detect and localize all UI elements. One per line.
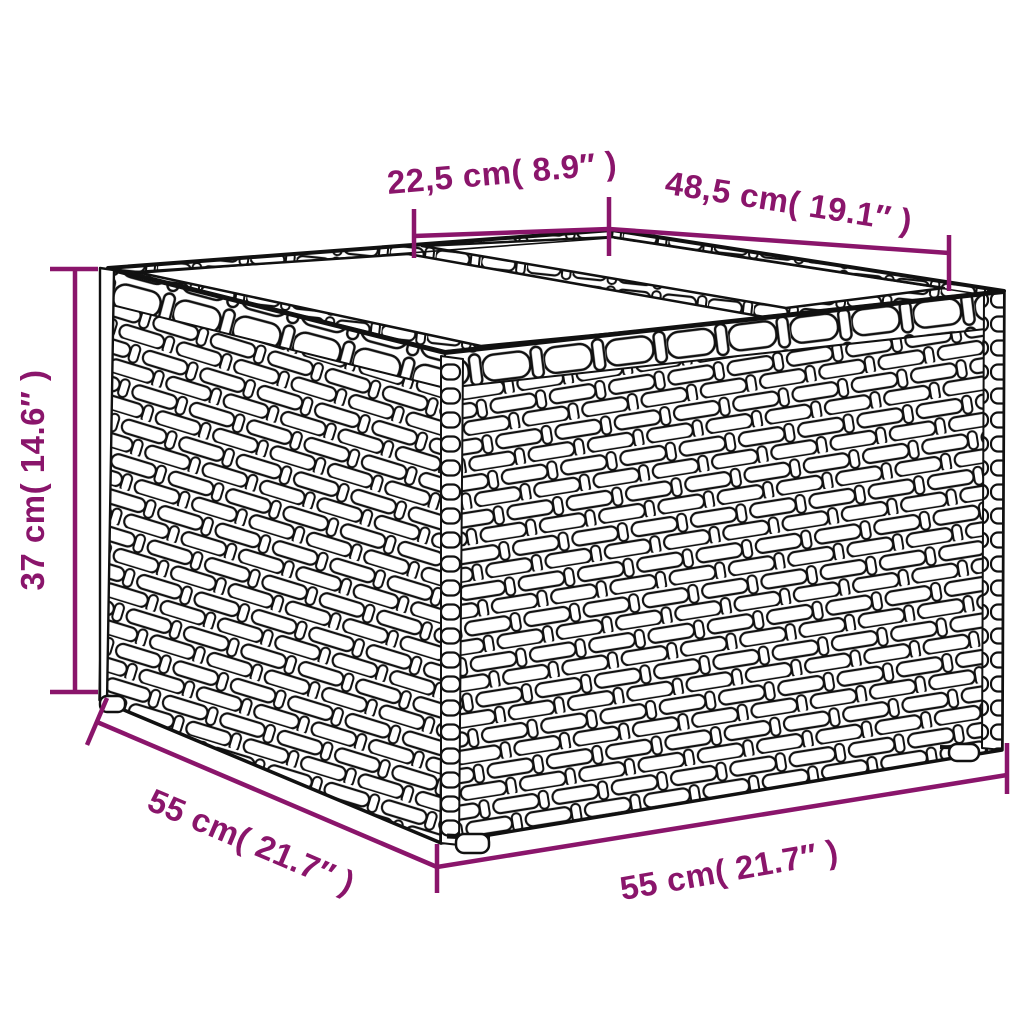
glass-top-width-label: 48,5 cm( 19.1″ )	[663, 164, 915, 240]
dimension-annotations	[50, 197, 1010, 893]
depth-left-tick	[84, 697, 110, 746]
back-left-rim-edge	[113, 237, 611, 276]
front-foot	[454, 832, 491, 855]
front-corner-post	[440, 355, 464, 846]
depth-dimension-line	[96, 719, 438, 870]
height-label: 37 cm( 14.6″ )	[14, 370, 51, 591]
glass-top-width-dimension	[608, 226, 952, 291]
width-label: 55 cm( 21.7″ )	[617, 832, 841, 907]
height-dimension	[50, 266, 98, 695]
width-dimension	[436, 743, 1010, 870]
right-foot	[947, 742, 981, 763]
top-panel-width-line	[413, 226, 610, 239]
glass-top-width-line	[608, 226, 950, 256]
table-illustration	[98, 228, 1006, 855]
width-dimension-line	[436, 772, 1008, 870]
top-panel-width-label: 22,5 cm( 8.9″ )	[386, 144, 619, 201]
top-panel-width-dimension	[411, 197, 612, 258]
right-corner-post	[981, 292, 1005, 751]
depth-label: 55 cm( 21.7″ )	[143, 781, 361, 901]
depth-dimension	[84, 697, 440, 893]
back-right-rim-edge	[613, 237, 999, 298]
